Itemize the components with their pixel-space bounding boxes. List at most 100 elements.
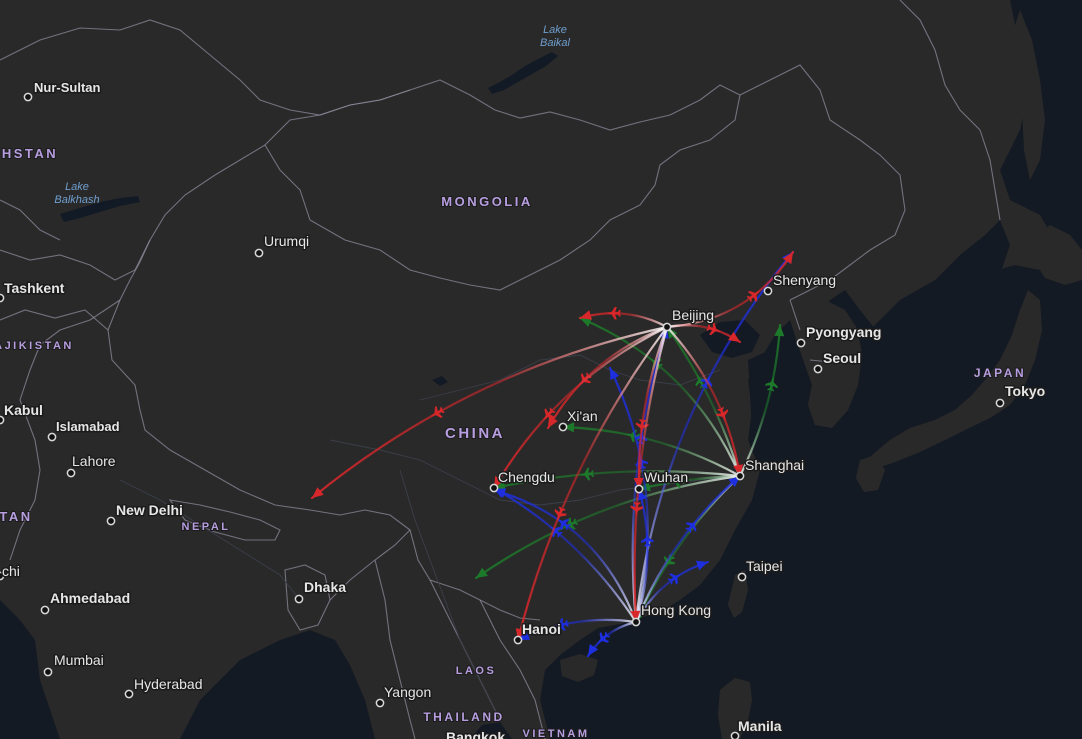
plane-icon <box>597 631 611 644</box>
route-arrow-blue-hong-kong-hainan <box>588 644 599 656</box>
city-dot-icon[interactable] <box>558 422 568 432</box>
plane-icon <box>685 519 697 533</box>
city-label-islamabad: Islamabad <box>56 419 120 434</box>
plane-icon <box>630 501 644 516</box>
city-dot-icon[interactable] <box>813 364 823 374</box>
route-red-beijing-hong-kong[interactable] <box>633 325 669 624</box>
city-dot-icon[interactable] <box>43 667 53 677</box>
route-red-beijing-tibet[interactable] <box>310 325 669 500</box>
route-blue-hong-kong-shanghai[interactable] <box>634 474 742 624</box>
city-dot-icon[interactable] <box>40 605 50 615</box>
plane-icon <box>554 506 567 521</box>
city-dot-icon[interactable] <box>513 635 523 645</box>
city-dot-icon[interactable] <box>737 572 747 582</box>
city-dot-icon[interactable] <box>995 398 1005 408</box>
routes-layer <box>310 250 795 658</box>
route-blue-hong-kong-beijing[interactable] <box>631 325 669 624</box>
route-blue-hong-kong-wuhan[interactable] <box>634 487 649 624</box>
city-dot-icon[interactable] <box>0 415 5 425</box>
city-dot-icon[interactable] <box>106 516 116 526</box>
city-label-urumqi: Urumqi <box>264 233 309 249</box>
route-blue-hong-kong-shenyang-ne[interactable] <box>634 250 795 624</box>
route-green-shanghai-hinterland-n[interactable] <box>578 316 742 478</box>
sea-yellow <box>748 345 805 455</box>
city-dot-icon[interactable] <box>23 92 33 102</box>
plane-icon <box>635 418 649 434</box>
city-label-tokyo: Tokyo <box>1005 383 1045 399</box>
city-dot-icon[interactable] <box>465 734 475 739</box>
city-label-seoul: Seoul <box>823 350 861 366</box>
route-blue-hong-kong-hanoi[interactable] <box>516 618 638 642</box>
plane-icon <box>543 407 556 420</box>
route-blue-hong-kong-chengdu[interactable] <box>492 486 638 624</box>
city-label-xi-an: Xi'an <box>567 408 598 424</box>
city-dot-icon[interactable] <box>662 322 672 332</box>
city-dot-icon[interactable] <box>124 689 134 699</box>
city-label-mumbai: Mumbai <box>54 652 104 668</box>
sea-arabian <box>0 600 60 739</box>
city-label-kabul: Kabul <box>4 402 43 418</box>
lake-baikal <box>488 52 558 94</box>
cities-layer <box>0 92 1005 739</box>
plane-icon <box>641 532 654 547</box>
route-arrow-green-shanghai-pyongyang-w <box>774 325 785 337</box>
city-label-ahmedabad: Ahmedabad <box>50 590 130 606</box>
route-arrow-red-beijing-xi-an-w <box>548 416 558 428</box>
route-arrow-green-shanghai-kunming <box>476 567 488 578</box>
city-dot-icon[interactable] <box>735 471 745 481</box>
sea-bay-of-bengal <box>180 630 375 739</box>
country-label-nepal: NEPAL <box>182 521 231 533</box>
plane-icon <box>667 573 681 585</box>
route-green-shanghai-kunming[interactable] <box>474 474 742 580</box>
country-label-laos: LAOS <box>456 665 497 677</box>
route-green-shanghai-beijing[interactable] <box>665 325 742 478</box>
route-red-beijing-xi-an-w[interactable] <box>546 325 669 430</box>
route-green-shanghai-chengdu[interactable] <box>492 470 742 490</box>
river-ganges <box>119 479 301 601</box>
sea-gulf-thailand <box>470 722 512 739</box>
river-mekong <box>399 469 501 721</box>
city-dot-icon[interactable] <box>0 293 5 303</box>
country-label-hstan: HSTAN <box>2 146 58 161</box>
land-japan-hokkaido <box>1030 225 1082 285</box>
border-nepal <box>168 499 281 541</box>
city-dot-icon[interactable] <box>796 338 806 348</box>
route-red-beijing-hanoi[interactable] <box>516 325 669 642</box>
city-dot-icon[interactable] <box>66 468 76 478</box>
city-dot-icon[interactable] <box>489 483 499 493</box>
city-label-nur-sultan: Nur-Sultan <box>34 80 101 95</box>
city-label-dhaka: Dhaka <box>304 579 346 595</box>
route-red-beijing-chengdu[interactable] <box>492 325 669 490</box>
city-dot-icon[interactable] <box>254 248 264 258</box>
city-dot-icon[interactable] <box>375 698 385 708</box>
route-arrow-blue-hong-kong-xi-an-nw <box>610 368 620 381</box>
route-blue-hong-kong-xi-an-nw[interactable] <box>608 366 649 624</box>
route-arrow-blue-hong-kong-taipei-w <box>696 560 708 571</box>
land-taiwan <box>728 570 748 618</box>
city-dot-icon[interactable] <box>763 286 773 296</box>
land-korea <box>790 300 862 428</box>
city-dot-icon[interactable] <box>294 594 304 604</box>
border-east-russia-north <box>899 0 1001 221</box>
land-japan-kyushu <box>856 455 885 492</box>
country-label-tan: TAN <box>0 509 33 524</box>
border-mongolia <box>264 79 741 291</box>
city-dot-icon[interactable] <box>631 617 641 627</box>
border-china-russia-east <box>739 64 906 301</box>
city-label-pyongyang: Pyongyang <box>806 324 881 340</box>
country-label-thailand: THAILAND <box>423 710 504 724</box>
country-label-vietnam: VIETNAM <box>523 728 590 739</box>
route-red-beijing-shanghai[interactable] <box>665 325 742 478</box>
city-dot-icon[interactable] <box>47 432 57 442</box>
route-blue-hong-kong-mid-w[interactable] <box>492 488 638 624</box>
city-dot-icon[interactable] <box>634 484 644 494</box>
country-label-china: CHINA <box>445 425 505 442</box>
route-green-shanghai-pyongyang-w[interactable] <box>738 323 782 478</box>
city-dot-icon[interactable] <box>0 571 5 581</box>
route-green-shanghai-xi-an[interactable] <box>561 425 742 478</box>
land-hainan <box>560 654 598 682</box>
plane-icon <box>715 406 729 421</box>
city-dot-icon[interactable] <box>730 731 740 739</box>
